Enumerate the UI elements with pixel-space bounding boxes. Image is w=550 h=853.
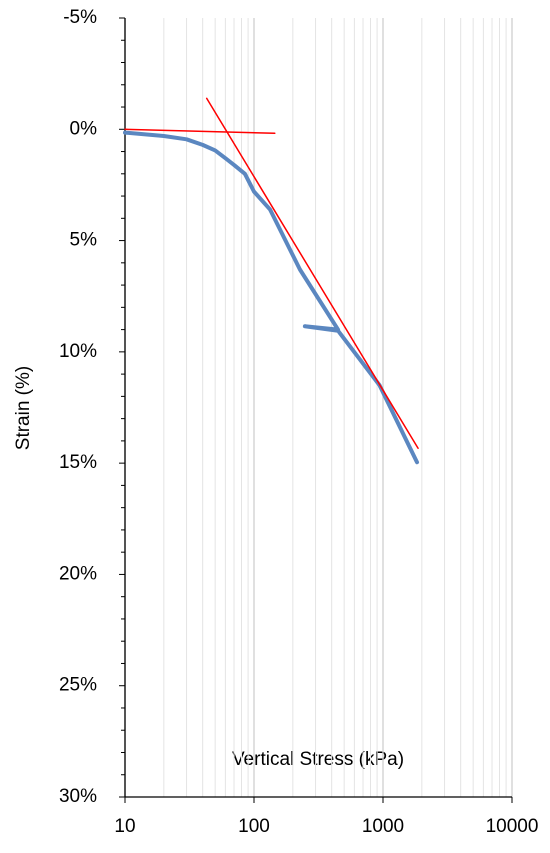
y-tick-label: 5% — [70, 230, 98, 251]
y-tick-label: 0% — [70, 118, 98, 139]
x-axis-label: Vertical Stress (kPa) — [232, 749, 404, 770]
y-tick-label: 10% — [59, 341, 97, 362]
data-line — [205, 97, 419, 449]
x-tick-label: 10000 — [486, 816, 539, 837]
y-tick-label: 15% — [59, 452, 97, 473]
data-line — [124, 128, 276, 135]
x-tick-label: 1000 — [362, 816, 404, 837]
x-tick-label: 100 — [238, 816, 270, 837]
y-tick-label: 30% — [59, 786, 97, 807]
y-tick-label: 25% — [59, 675, 97, 696]
data-line — [123, 130, 420, 465]
y-axis-label: Strain (%) — [13, 366, 34, 450]
y-tick-label: 20% — [59, 563, 97, 584]
x-tick-label: 10 — [114, 816, 135, 837]
y-tick-label: -5% — [63, 7, 97, 28]
